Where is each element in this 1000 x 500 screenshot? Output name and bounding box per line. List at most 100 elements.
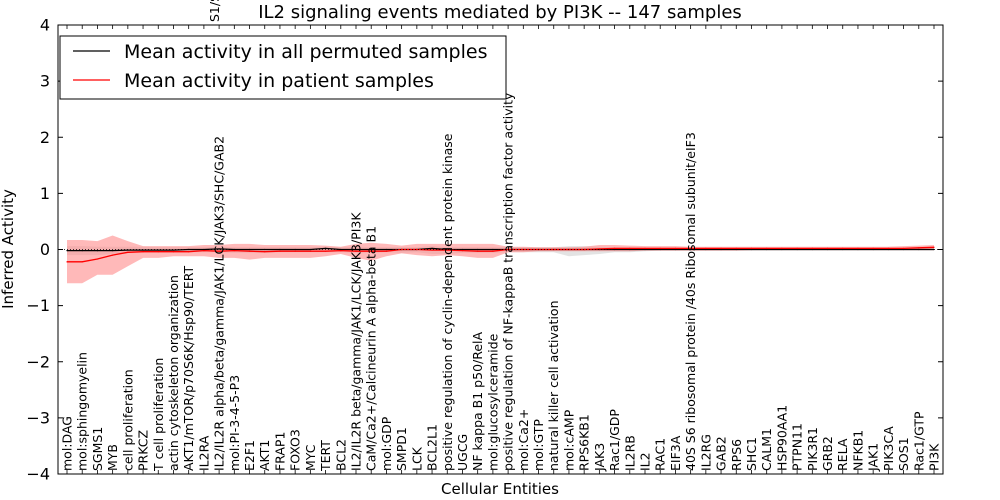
point-patient-3 xyxy=(112,254,114,256)
point-permuted-36 xyxy=(613,248,616,251)
point-patient-50 xyxy=(826,247,829,249)
point-patient-12 xyxy=(248,250,251,252)
point-patient-28 xyxy=(492,250,494,252)
legend-label-patient: Mean activity in patient samples xyxy=(124,70,434,92)
category-label-36: Rac1/GDP xyxy=(607,409,622,471)
ytick-label-7: 3 xyxy=(40,72,50,91)
category-label-47: HSP90AA1 xyxy=(774,405,789,471)
point-patient-40 xyxy=(674,247,677,249)
point-patient-16 xyxy=(309,250,311,252)
category-label-0: mol:DAG xyxy=(60,416,75,471)
point-permuted-24 xyxy=(431,247,433,249)
point-patient-13 xyxy=(264,251,266,253)
category-label-22: SMPD1 xyxy=(394,427,409,471)
point-patient-57 xyxy=(933,246,935,248)
category-label-7: actin cytoskeleton organization xyxy=(166,275,181,471)
point-patient-8 xyxy=(188,251,190,253)
category-label-9: IL2RA xyxy=(196,435,211,471)
category-label-35: JAK3 xyxy=(592,443,607,472)
category-label-32: natural killer cell activation xyxy=(546,300,561,471)
point-patient-38 xyxy=(644,247,646,249)
point-patient-35 xyxy=(598,248,600,250)
point-permuted-9 xyxy=(203,248,205,251)
category-label-14: FRAP1 xyxy=(272,432,287,471)
category-label-51: RELA xyxy=(835,438,850,471)
category-label-55: SOS1 xyxy=(896,437,911,471)
point-patient-6 xyxy=(157,251,159,253)
point-permuted-11 xyxy=(233,248,235,251)
category-label-3: MYB xyxy=(105,444,120,471)
point-patient-0 xyxy=(66,261,68,263)
point-patient-42 xyxy=(705,247,707,249)
point-patient-49 xyxy=(811,247,813,249)
chart-title: IL2 signaling events mediated by PI3K --… xyxy=(258,2,742,23)
point-patient-52 xyxy=(857,247,859,249)
category-label-37: IL2RB xyxy=(622,435,637,471)
category-label-34: RPS6KB1 xyxy=(577,414,592,471)
point-patient-47 xyxy=(781,247,783,249)
point-patient-53 xyxy=(872,247,874,249)
category-label-13: AKT1 xyxy=(257,440,272,471)
point-patient-15 xyxy=(294,250,296,252)
point-permuted-10 xyxy=(218,248,220,250)
point-permuted-39 xyxy=(659,248,661,251)
point-permuted-55 xyxy=(902,248,905,251)
category-label-23: LCK xyxy=(409,446,424,471)
point-permuted-49 xyxy=(811,248,813,251)
point-permuted-26 xyxy=(461,248,464,251)
category-label-29: positive regulation of NF-kappaB transcr… xyxy=(501,92,516,471)
category-label-19: IL2/IL2R beta/gamma/JAK1/LCK/JAK3/PI3K xyxy=(349,212,364,471)
point-permuted-8 xyxy=(188,248,190,251)
line-patient-mean xyxy=(67,246,935,263)
category-label-46: CALM1 xyxy=(759,428,774,471)
category-label-15: FOXO3 xyxy=(288,429,303,471)
category-label-50: GRB2 xyxy=(820,436,835,471)
category-label-20: CaM/Ca2+/Calcineurin A alpha-beta B1 xyxy=(364,226,379,471)
point-patient-19 xyxy=(355,250,357,252)
point-patient-41 xyxy=(690,247,692,249)
point-patient-4 xyxy=(127,251,129,253)
category-label-overflow: S1/S xyxy=(207,0,222,22)
point-patient-7 xyxy=(172,251,175,253)
point-permuted-52 xyxy=(857,248,859,251)
band-patient xyxy=(67,235,934,284)
category-label-28: mol:glucosylceramide xyxy=(485,333,500,471)
legend-label-permuted: Mean activity in all permuted samples xyxy=(124,41,487,63)
point-patient-44 xyxy=(735,247,737,249)
category-label-26: UGCG xyxy=(455,434,470,471)
point-permuted-38 xyxy=(644,248,646,251)
category-label-44: RPS6 xyxy=(729,439,744,471)
ytick-label-6: 2 xyxy=(40,128,50,147)
point-patient-1 xyxy=(81,261,83,263)
category-label-49: PIK3R1 xyxy=(805,427,820,471)
category-label-30: mol:Ca2+ xyxy=(516,409,531,471)
point-permuted-17 xyxy=(324,247,327,249)
category-label-12: E2F1 xyxy=(242,440,257,471)
point-patient-27 xyxy=(477,250,479,252)
category-label-33: mol:cAMP xyxy=(561,409,576,471)
point-patient-54 xyxy=(887,247,889,249)
category-label-18: BCL2 xyxy=(333,439,348,471)
category-label-27: NF kappa B1 p50/RelA xyxy=(470,331,485,471)
point-patient-48 xyxy=(796,247,798,249)
point-patient-20 xyxy=(370,250,372,252)
point-patient-39 xyxy=(659,247,661,249)
point-patient-14 xyxy=(279,250,281,252)
ytick-label-8: 4 xyxy=(40,16,50,35)
category-label-21: mol:GDP xyxy=(379,416,394,471)
category-label-57: PI3K xyxy=(927,443,942,471)
x-axis-ticks xyxy=(66,25,935,474)
category-label-52: NFKB1 xyxy=(850,430,865,471)
point-patient-17 xyxy=(324,250,327,252)
category-label-41: 40S S6 ribosomal protein /40s Ribosomal … xyxy=(683,132,698,471)
point-patient-23 xyxy=(416,248,418,251)
category-labels: mol:DAG mol:sphingomyelin SGMS1 MYB cell pro… xyxy=(60,92,942,472)
category-label-16: MYC xyxy=(303,444,318,471)
point-permuted-2 xyxy=(96,250,99,252)
ytick-label-4: 0 xyxy=(40,240,50,259)
point-patient-55 xyxy=(902,247,905,249)
category-label-11: mol:PI-3-4-5-P3 xyxy=(227,375,242,471)
legend: Mean activity in all permuted samples Me… xyxy=(59,35,507,100)
point-patient-22 xyxy=(401,248,403,251)
category-label-48: PTPN11 xyxy=(790,423,805,471)
